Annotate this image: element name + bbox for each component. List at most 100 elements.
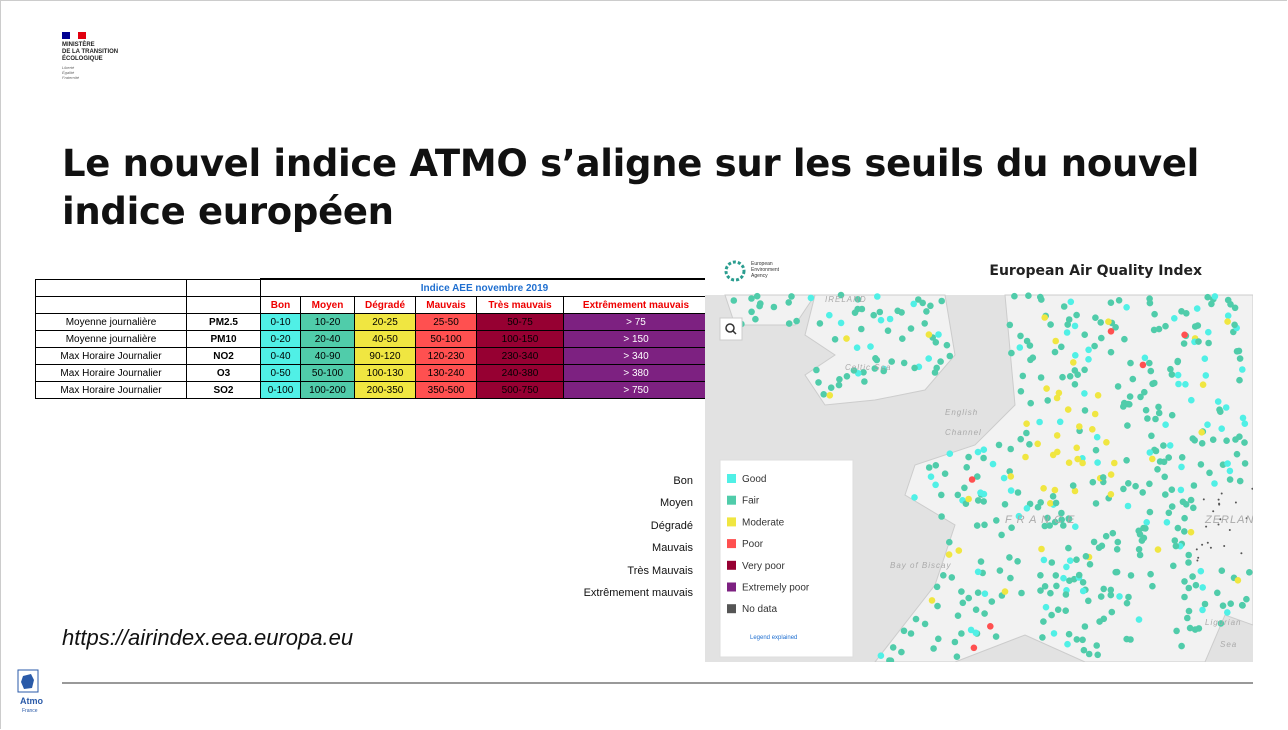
station-dot <box>1103 533 1110 540</box>
station-dot <box>1043 385 1050 392</box>
station-dot <box>1085 347 1092 354</box>
station-dot <box>1147 449 1154 456</box>
station-dot <box>1136 616 1143 623</box>
station-dot <box>1186 585 1193 592</box>
station-dot <box>1194 305 1201 312</box>
station-dot <box>1229 529 1231 531</box>
station-dot <box>1208 301 1215 308</box>
place-label: Ligurian <box>1205 618 1241 627</box>
station-dot <box>1156 410 1163 417</box>
station-dot <box>923 308 930 315</box>
station-dot <box>1189 573 1196 580</box>
legend-label: No data <box>742 604 777 615</box>
place-label: Sea <box>1220 640 1237 649</box>
station-dot <box>981 610 988 617</box>
station-dot <box>1108 299 1115 306</box>
station-dot <box>934 603 941 610</box>
station-dot <box>843 335 850 342</box>
station-dot <box>1120 486 1127 493</box>
station-dot <box>813 367 820 374</box>
station-dot <box>1190 435 1197 442</box>
station-dot <box>1108 491 1115 498</box>
station-dot <box>901 360 908 367</box>
station-dot <box>1090 479 1097 486</box>
column-header: Dégradé <box>355 297 416 314</box>
station-dot <box>1171 315 1178 322</box>
station-dot <box>947 353 954 360</box>
station-dot <box>1066 316 1073 323</box>
station-dot <box>771 304 778 311</box>
station-dot <box>1103 439 1110 446</box>
station-dot <box>1042 583 1049 590</box>
station-dot <box>1190 505 1197 512</box>
legend-link[interactable]: Legend explained <box>750 635 797 641</box>
station-dot <box>1081 367 1088 374</box>
range-cell: > 150 <box>564 331 709 348</box>
station-dot <box>1041 314 1048 321</box>
station-dot <box>1239 366 1246 373</box>
range-cell: 120-230 <box>416 348 477 365</box>
station-dot <box>1192 626 1199 633</box>
station-dot <box>1020 373 1027 380</box>
station-dot <box>1178 487 1185 494</box>
range-cell: 100-200 <box>301 382 355 399</box>
ministry-logo: MINISTÈRE DE LA TRANSITION ÉCOLOGIQUE Li… <box>62 32 118 80</box>
station-dot <box>1124 422 1131 429</box>
station-dot <box>1148 368 1155 375</box>
station-dot <box>1242 420 1249 427</box>
station-dot <box>1223 545 1225 547</box>
station-dot <box>980 498 987 505</box>
station-dot <box>958 630 965 637</box>
station-dot <box>1146 295 1153 302</box>
station-dot <box>1125 480 1132 487</box>
station-dot <box>1096 618 1103 625</box>
station-dot <box>1136 546 1143 553</box>
station-dot <box>1196 560 1198 562</box>
station-dot <box>1062 607 1069 614</box>
station-dot <box>754 293 761 300</box>
station-dot <box>961 485 968 492</box>
station-dot <box>1218 425 1225 432</box>
station-dot <box>1197 557 1199 559</box>
station-dot <box>956 547 963 554</box>
station-dot <box>899 335 906 342</box>
search-button[interactable] <box>720 318 742 340</box>
station-dot <box>1123 304 1130 311</box>
row-label: Moyenne journalière <box>36 331 187 348</box>
station-dot <box>1128 572 1135 579</box>
station-dot <box>925 355 932 362</box>
station-dot <box>1040 485 1047 492</box>
station-dot <box>1038 546 1045 553</box>
blank-cell <box>36 279 187 297</box>
legend-label: Dégradé <box>520 515 693 537</box>
column-header: Extrêmement mauvais <box>564 297 709 314</box>
range-cell: 0-20 <box>261 331 301 348</box>
legend-label: Moyen <box>520 492 693 514</box>
place-label: English <box>945 408 978 417</box>
station-dot <box>1152 416 1159 423</box>
station-dot <box>1079 460 1086 467</box>
station-dot <box>1123 636 1130 643</box>
station-dot <box>785 299 792 306</box>
station-dot <box>1076 423 1083 430</box>
station-dot <box>954 653 961 660</box>
station-dot <box>836 382 843 389</box>
source-url: https://airindex.eea.europa.eu <box>62 625 353 651</box>
station-dot <box>1242 460 1249 467</box>
station-dot <box>921 320 928 327</box>
station-dot <box>1125 594 1132 601</box>
station-dot <box>1237 355 1244 362</box>
place-label: Channel <box>945 428 982 437</box>
legend-box <box>720 460 853 657</box>
station-dot <box>975 569 982 576</box>
station-dot <box>1188 529 1195 536</box>
station-dot <box>1200 381 1207 388</box>
range-cell: 10-20 <box>301 314 355 331</box>
station-dot <box>926 464 933 471</box>
station-dot <box>1121 336 1128 343</box>
station-dot <box>1116 593 1123 600</box>
station-dot <box>1174 359 1181 366</box>
station-dot <box>1072 323 1079 330</box>
station-dot <box>1202 601 1209 608</box>
